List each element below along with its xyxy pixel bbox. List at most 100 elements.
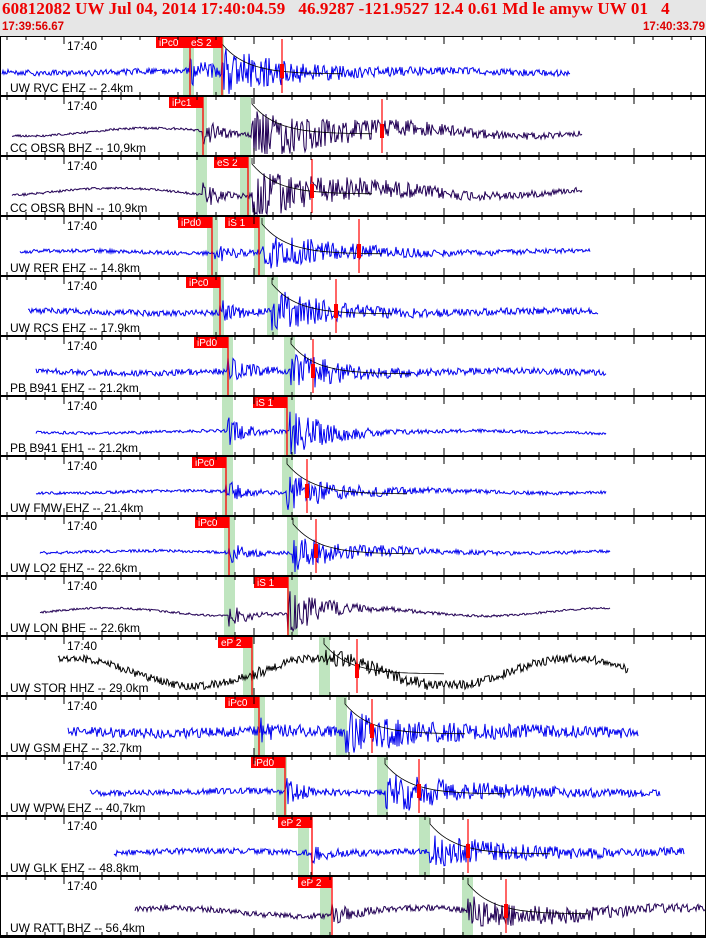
- coda-amplitude-marker: [310, 184, 314, 198]
- pick-flag[interactable]: [251, 757, 285, 768]
- waveform-trace: [35, 353, 607, 388]
- pick-flag[interactable]: [178, 217, 212, 228]
- pick-flag[interactable]: [253, 397, 287, 408]
- time-tick-label: 17:40: [67, 39, 97, 53]
- pick-window-band: [183, 37, 194, 96]
- pick-window-band: [213, 277, 224, 336]
- station-label: UW WPW EHZ -- 40.7km: [10, 801, 145, 815]
- time-tick-label: 17:40: [67, 639, 97, 653]
- waveform-trace: [35, 411, 607, 455]
- coda-decay-curve: [344, 698, 466, 735]
- station-label: PB B941 EHZ -- 21.2km: [10, 381, 139, 395]
- pick-label: eS 2: [217, 158, 238, 169]
- pick-window-band: [377, 757, 388, 816]
- pick-flag[interactable]: [298, 877, 332, 888]
- pick-flag[interactable]: [214, 157, 248, 168]
- pick-flag[interactable]: [169, 97, 203, 108]
- pick-flag[interactable]: [195, 517, 229, 528]
- pick-label: iS 1: [257, 578, 275, 589]
- station-label: UW FMW EHZ -- 21.4km: [10, 501, 143, 515]
- trace-panel[interactable]: eP 2 17:40 UW STOR HHZ -- 29.0km: [0, 635, 706, 696]
- pick-flag[interactable]: [218, 637, 252, 648]
- pick-flag[interactable]: [156, 37, 190, 48]
- pick-label: eP 2: [301, 878, 322, 889]
- waveform-trace: [39, 591, 611, 633]
- trace-panel[interactable]: iPc0 17:40 UW FMW EHZ -- 21.4km: [0, 455, 706, 516]
- pick-label: iPd0: [197, 338, 217, 349]
- pick-label: iPd0: [254, 758, 274, 769]
- pick-window-band: [319, 637, 330, 696]
- coda-amplitude-marker: [311, 364, 315, 378]
- coda-decay-curve: [323, 638, 445, 675]
- seismogram-record-section[interactable]: iPc0 eS 2 17:40 UW RVC EHZ -- 2.4km iPc1 17:4…: [0, 36, 706, 938]
- pick-window-band: [213, 37, 224, 96]
- coda-amplitude-marker: [504, 904, 508, 918]
- station-label: CC OBSR BHN -- 10.9km: [10, 201, 147, 215]
- pick-window-band: [419, 817, 430, 876]
- pick-label: iPc0: [189, 278, 209, 289]
- pick-flag[interactable]: [278, 817, 312, 828]
- station-label: UW RVC EHZ -- 2.4km: [10, 81, 133, 95]
- waveform-trace: [39, 538, 611, 573]
- waveform-trace: [113, 835, 685, 867]
- time-tick-label: 17:40: [67, 519, 97, 533]
- time-tick-label: 17:40: [67, 219, 97, 233]
- pick-window-band: [287, 577, 298, 636]
- trace-panel[interactable]: eP 2 17:40 UW RATT BHZ -- 56.4km: [0, 875, 706, 936]
- trace-panel[interactable]: eP 2 17:40 UW GLK EHZ -- 48.8km: [0, 815, 706, 876]
- coda-amplitude-marker: [280, 64, 284, 78]
- waveform-trace: [27, 291, 599, 331]
- time-tick-label: 17:40: [67, 99, 97, 113]
- pick-label: eP 2: [221, 638, 242, 649]
- station-label: UW GLK EHZ -- 48.8km: [10, 861, 139, 875]
- pick-label: iPc0: [228, 698, 248, 709]
- waveform-trace: [134, 896, 706, 927]
- pick-label: eS 2: [191, 38, 212, 49]
- event-header: 60812082 UW Jul 04, 2014 17:40:04.59 46.…: [0, 0, 706, 36]
- pick-flag[interactable]: [254, 577, 288, 588]
- pick-flag[interactable]: [225, 697, 259, 708]
- waveform-trace: [89, 774, 661, 811]
- trace-panel[interactable]: iPd0 17:40 PB B941 EHZ -- 21.2km: [0, 335, 706, 396]
- time-tick-label: 17:40: [67, 459, 97, 473]
- station-label: UW LO2 EHZ -- 22.6km: [10, 561, 137, 575]
- coda-decay-curve: [467, 878, 589, 915]
- coda-decay-curve: [251, 98, 373, 135]
- pick-window-band: [224, 577, 235, 636]
- trace-panel[interactable]: eS 2 17:40 CC OBSR BHN -- 10.9km: [0, 155, 706, 216]
- coda-decay-curve: [290, 338, 412, 375]
- pick-flag[interactable]: [188, 37, 222, 48]
- waveform-trace: [1, 48, 571, 94]
- waveform-trace: [19, 237, 591, 269]
- coda-amplitude-marker: [466, 844, 470, 858]
- pick-label: iS 1: [228, 218, 246, 229]
- coda-amplitude-marker: [314, 544, 318, 558]
- trace-panel[interactable]: iPc0 17:40 UW RCS EHZ -- 17.9km: [0, 275, 706, 336]
- event-title: 60812082 UW Jul 04, 2014 17:40:04.59 46.…: [2, 0, 670, 18]
- waveform-trace: [57, 649, 629, 692]
- time-tick-label: 17:40: [67, 339, 97, 353]
- trace-panel[interactable]: iS 1 17:40 UW LON BHE -- 22.6km: [0, 575, 706, 636]
- pick-flag[interactable]: [194, 337, 228, 348]
- pick-label: iPd0: [181, 218, 201, 229]
- pick-window-band: [267, 277, 278, 336]
- trace-panel[interactable]: iPd0 iS 1 17:40 UW RER EHZ -- 14.8km: [0, 215, 706, 276]
- pick-label: iPc0: [159, 38, 179, 49]
- pick-flag[interactable]: [225, 217, 259, 228]
- station-label: CC OBSR BHZ -- 10.9km: [10, 141, 146, 155]
- pick-flag[interactable]: [192, 457, 226, 468]
- trace-panel[interactable]: iS 1 17:40 PB B941 EH1 -- 21.2km: [0, 395, 706, 456]
- pick-flag[interactable]: [186, 277, 220, 288]
- coda-decay-curve: [292, 518, 414, 555]
- window-start-time: 17:39:56.67: [2, 21, 65, 33]
- coda-amplitude-marker: [380, 124, 384, 138]
- station-label: UW GSM EHZ -- 32.7km: [10, 741, 142, 755]
- waveform-trace: [35, 476, 607, 510]
- trace-panel[interactable]: iPc0 17:40 UW GSM EHZ -- 32.7km: [0, 695, 706, 756]
- pick-window-band: [287, 517, 298, 576]
- trace-panel[interactable]: iPc0 eS 2 17:40 UW RVC EHZ -- 2.4km: [0, 36, 706, 96]
- time-tick-label: 17:40: [67, 399, 97, 413]
- window-end-time: 17:40:33.79: [642, 21, 705, 33]
- trace-panel[interactable]: iPc0 17:40 UW LO2 EHZ -- 22.6km: [0, 515, 706, 576]
- trace-panel[interactable]: iPc1 17:40 CC OBSR BHZ -- 10.9km: [0, 95, 706, 156]
